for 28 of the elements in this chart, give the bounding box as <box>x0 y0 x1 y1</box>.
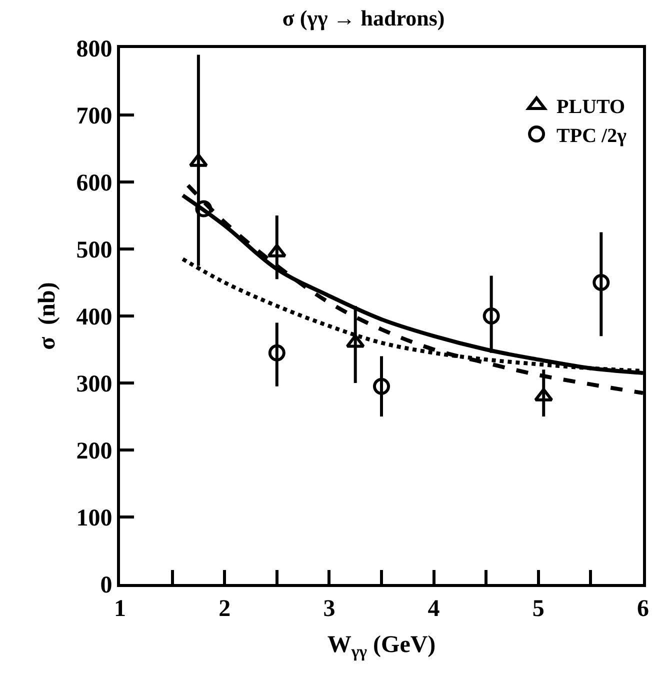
y-tick-label: 700 <box>76 103 112 130</box>
y-axis-title: σ (nb) <box>34 282 60 350</box>
y-tick-label: 0 <box>100 572 112 598</box>
point <box>482 308 500 324</box>
x-tick-label: 6 <box>637 596 649 622</box>
x-tick-label: 3 <box>323 596 336 622</box>
point <box>268 344 286 362</box>
point <box>195 200 212 218</box>
x-tick-label: 1 <box>114 596 126 622</box>
legend-label: PLUTO <box>556 96 626 118</box>
x-tick-label: 2 <box>218 596 231 622</box>
point <box>188 153 208 167</box>
point <box>592 274 610 291</box>
point <box>373 378 390 395</box>
legend-label: TPC /2γ <box>556 124 628 147</box>
y-tick-label: 100 <box>76 505 112 532</box>
chart-title: σ (γγ → hadrons) <box>282 6 445 31</box>
x-tick-label: 5 <box>532 596 544 622</box>
x-axis-title: W$_{γγ}$ (GeV) <box>327 632 436 662</box>
point <box>267 244 286 258</box>
y-tick-label: 400 <box>76 304 112 330</box>
x-tick-label: 4 <box>428 596 440 622</box>
y-tick-label: 300 <box>76 371 112 398</box>
point <box>346 334 365 348</box>
y-tick-label: 600 <box>76 170 112 196</box>
y-tick-label: 200 <box>76 438 112 464</box>
y-tick-label: 800 <box>76 36 112 62</box>
y-tick-label: 500 <box>76 237 112 264</box>
